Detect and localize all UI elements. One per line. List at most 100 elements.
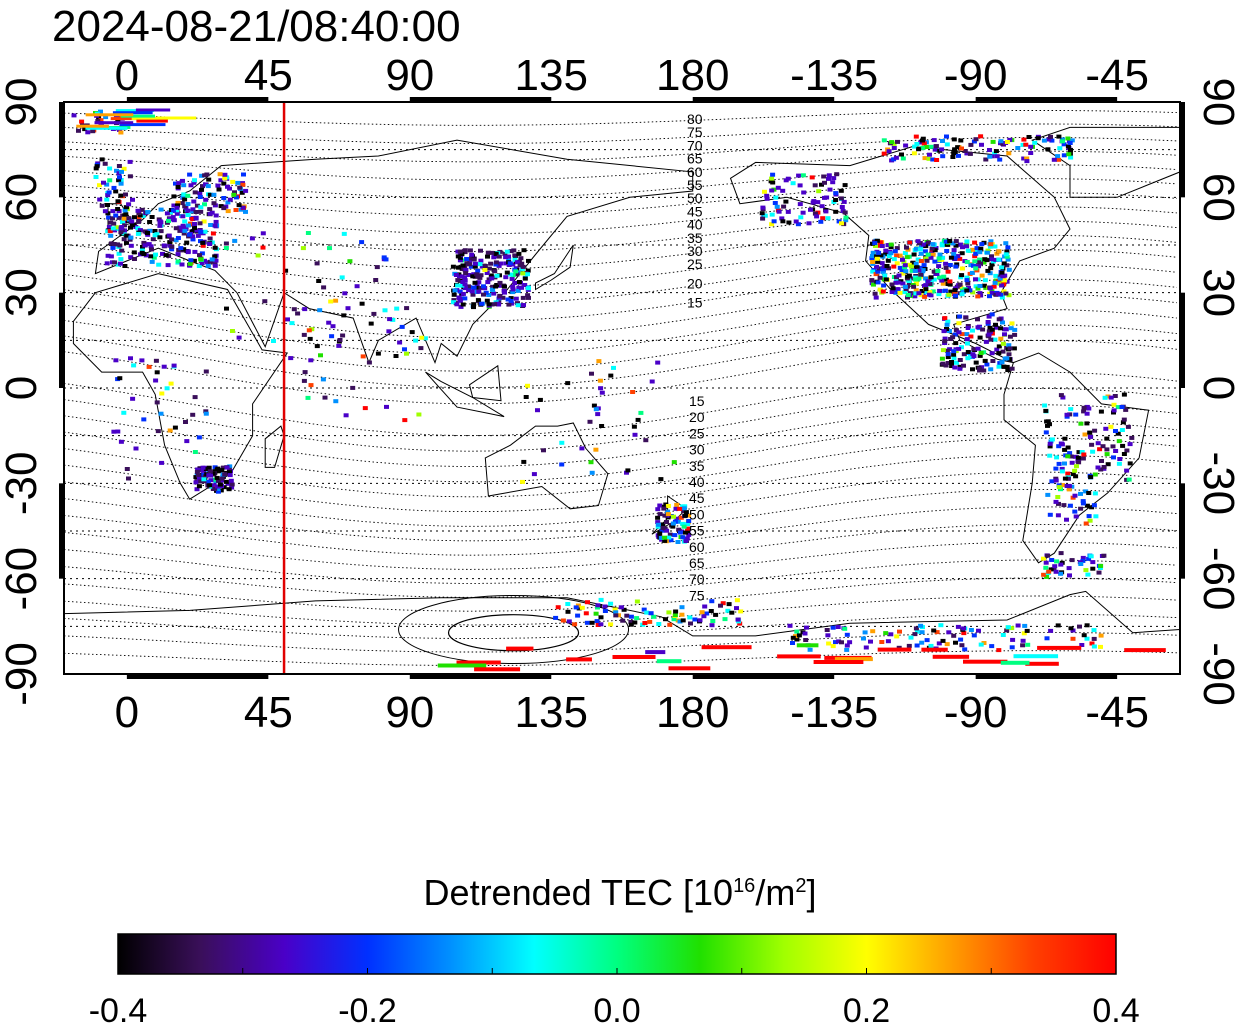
- tec-pixel: [126, 476, 131, 481]
- tec-pixel: [909, 268, 915, 273]
- tec-pixel: [1069, 460, 1075, 465]
- tec-pixel: [896, 273, 902, 278]
- tec-pixel: [1058, 571, 1064, 576]
- tec-pixel: [996, 317, 1002, 322]
- tec-pixel: [122, 264, 128, 268]
- tec-pixel: [935, 269, 941, 273]
- tec-pixel: [1060, 395, 1066, 400]
- tec-pixel: [1045, 492, 1051, 497]
- tec-pixel: [847, 640, 853, 645]
- tec-pixel: [526, 286, 531, 291]
- tec-pixel: [874, 256, 880, 261]
- tec-pixel: [663, 617, 668, 622]
- tec-pixel: [835, 625, 841, 629]
- colorbar-tick-label: 0.0: [593, 992, 640, 1024]
- tec-pixel: [1098, 633, 1104, 638]
- tec-pixel: [947, 279, 953, 284]
- tec-pixel: [675, 540, 681, 544]
- tec-pixel: [520, 295, 526, 300]
- tec-pixel: [508, 299, 514, 303]
- tec-pixel: [912, 277, 918, 282]
- tec-pixel: [924, 258, 930, 263]
- tec-pixel: [875, 259, 881, 264]
- tec-pixel: [915, 239, 921, 244]
- tec-pixel: [192, 249, 198, 254]
- tec-pixel: [486, 293, 492, 297]
- coastline: [1003, 352, 1150, 564]
- tec-pixel: [512, 257, 518, 262]
- tec-pixel: [200, 468, 206, 473]
- tec-pixel: [301, 332, 307, 337]
- tec-pixel: [813, 660, 864, 664]
- tec-pixel: [105, 193, 111, 198]
- tec-pixel: [796, 633, 802, 638]
- tec-pixel: [992, 280, 998, 285]
- tec-pixel: [994, 251, 1000, 256]
- tec-pixel: [720, 601, 726, 606]
- tec-pixel: [231, 192, 237, 197]
- tec-pixel: [900, 156, 906, 161]
- tec-pixel: [807, 647, 813, 652]
- tec-pixel: [958, 637, 964, 642]
- contour-label: 70: [687, 137, 703, 153]
- tec-pixel: [260, 231, 266, 236]
- tec-pixel: [842, 183, 848, 188]
- tec-pixel: [454, 302, 460, 307]
- tec-pixel: [305, 231, 311, 235]
- tec-pixel: [656, 622, 662, 626]
- tec-pixel: [179, 201, 185, 206]
- tec-pixel: [485, 254, 490, 259]
- tec-pixel: [519, 285, 525, 290]
- tec-pixel: [79, 119, 85, 124]
- tec-pixel: [170, 208, 176, 213]
- tec-pixel: [413, 338, 419, 343]
- tec-pixel: [664, 528, 670, 533]
- tec-pixel: [184, 240, 190, 245]
- colorbar-title-unit: /m: [755, 872, 796, 913]
- tec-pixel: [85, 130, 91, 135]
- contour-label: 75: [689, 587, 705, 603]
- tec-pixel: [769, 188, 775, 193]
- contour-label: 25: [687, 256, 703, 272]
- tec-pixel: [931, 138, 937, 143]
- tec-pixel: [942, 336, 948, 341]
- tec-pixel: [595, 412, 601, 417]
- tec-pixel: [891, 157, 897, 162]
- tec-pixel: [197, 476, 202, 481]
- tec-pixel: [925, 279, 931, 284]
- contour-label: 75: [687, 124, 703, 140]
- tec-pixel: [995, 279, 1001, 284]
- tec-pixel: [330, 324, 336, 329]
- tec-pixel: [786, 220, 792, 225]
- frame-bar-bottom: [692, 674, 835, 679]
- tec-pixel: [462, 250, 468, 255]
- tec-pixel: [531, 472, 537, 477]
- tec-pixel: [203, 409, 209, 414]
- tec-pixel: [196, 435, 202, 440]
- tec-pixel: [121, 216, 127, 221]
- tec-pixel: [943, 277, 949, 282]
- tec-pixel: [978, 134, 984, 139]
- tec-pixel: [120, 114, 155, 118]
- tec-pixel: [952, 288, 958, 293]
- tec-pixel: [1067, 141, 1073, 145]
- tec-pixel: [212, 486, 218, 491]
- tec-pixel: [597, 378, 603, 383]
- tec-pixel: [979, 273, 985, 278]
- tec-pixel: [976, 260, 981, 265]
- tec-pixel: [873, 244, 878, 248]
- tec-pixel: [397, 340, 403, 345]
- frame-bar-left: [59, 483, 64, 579]
- tec-pixel: [452, 288, 458, 293]
- tec-pixel: [814, 214, 820, 219]
- tec-pixel: [161, 364, 167, 369]
- tec-pixel: [666, 610, 672, 615]
- lat-tick-label-left: 0: [0, 376, 46, 400]
- tec-pixel: [977, 335, 983, 340]
- tec-pixel: [1084, 404, 1090, 409]
- tec-pixel: [911, 252, 917, 257]
- tec-pixel: [989, 262, 995, 267]
- lat-tick-label-right: 60: [1194, 173, 1240, 222]
- tec-pixel: [1083, 489, 1089, 494]
- tec-pixel: [193, 210, 199, 214]
